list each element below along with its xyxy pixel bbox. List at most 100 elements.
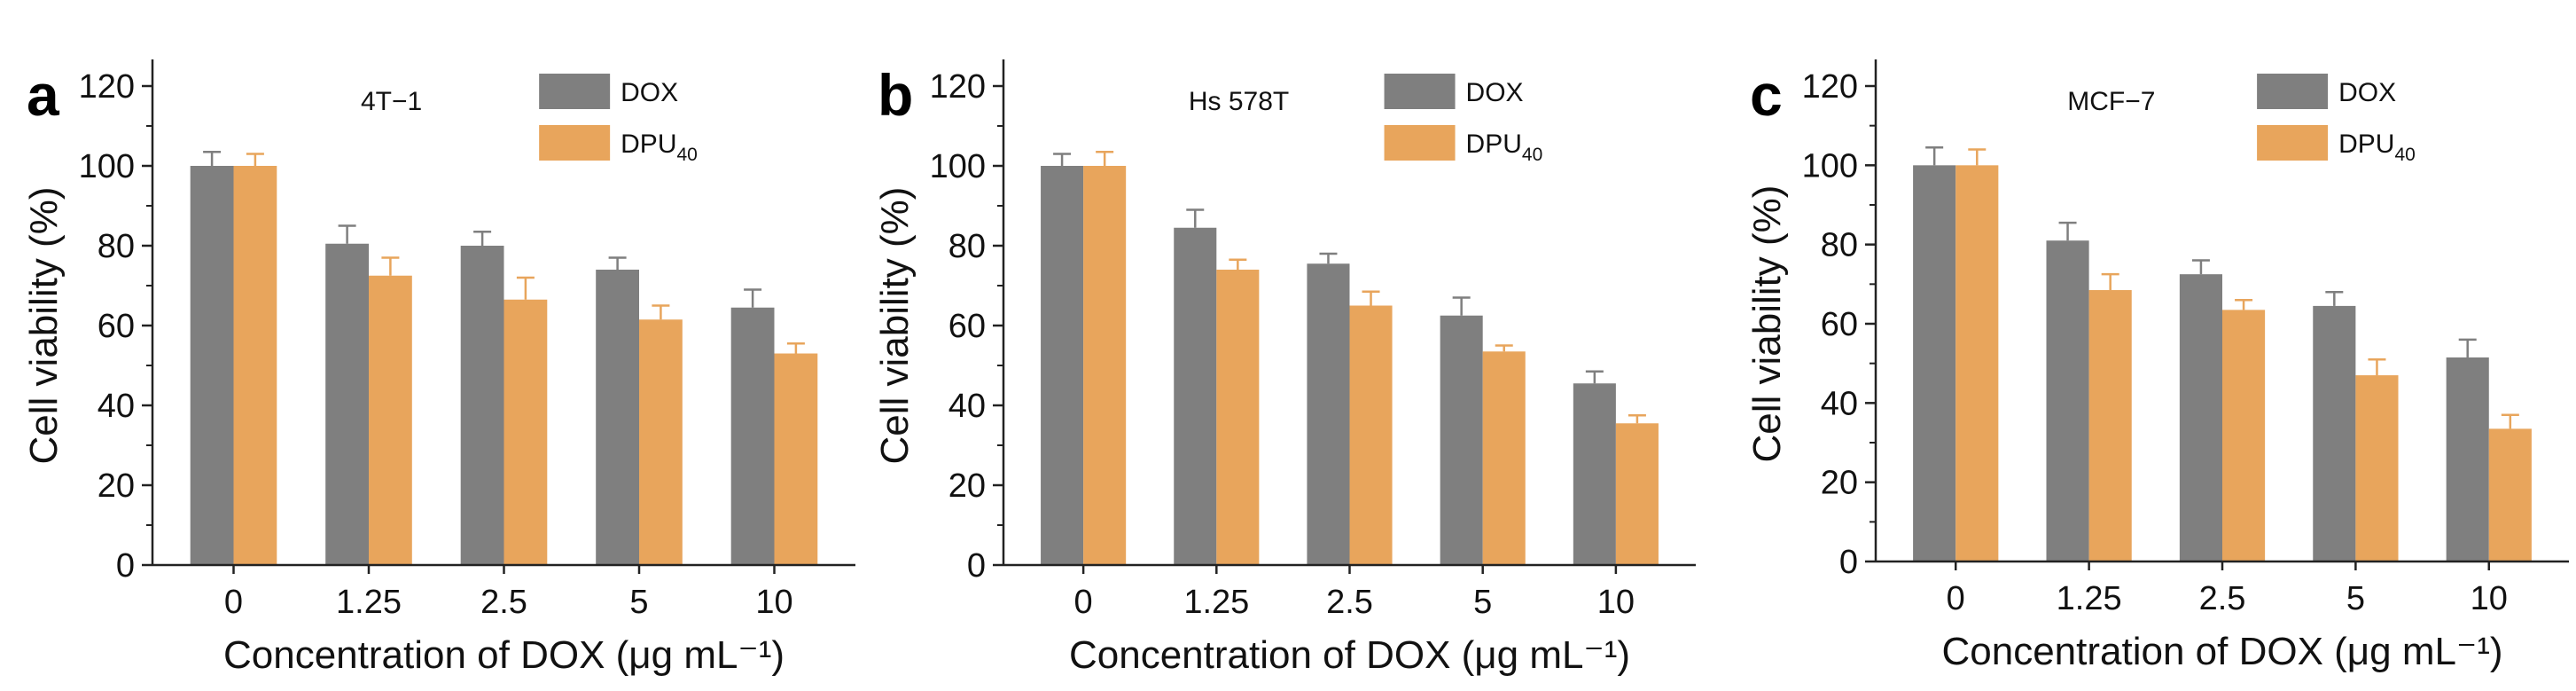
y-tick-label: 60: [98, 308, 135, 345]
legend-label-dox: DOX: [621, 78, 678, 107]
bar-dox-1: [325, 243, 369, 565]
bar-dpu40-4: [774, 353, 818, 565]
legend-label-base: DPU: [1466, 130, 1522, 159]
bar-dpu40-3: [2355, 375, 2399, 561]
bar-dpu40-4: [1615, 423, 1659, 565]
bar-dpu40-0: [1955, 165, 1999, 562]
x-tick-label: 2.5: [1326, 584, 1373, 621]
y-tick-label: 80: [948, 228, 986, 265]
bar-dox-0: [1041, 166, 1084, 565]
bar-dpu40-3: [1482, 351, 1526, 565]
y-tick-label: 120: [79, 68, 135, 106]
bar-dpu40-3: [639, 319, 683, 565]
legend-label-subscript: 40: [676, 145, 697, 165]
y-tick-label: 0: [1839, 544, 1858, 581]
y-tick-label: 100: [79, 148, 135, 185]
y-axis-title: Cell viability (%): [1745, 185, 1789, 463]
legend-label-base: DPU: [2338, 130, 2394, 159]
y-tick-label: 0: [967, 547, 986, 585]
bar-dox-4: [2446, 357, 2489, 561]
y-tick-label: 120: [930, 68, 986, 106]
y-tick-label: 60: [1821, 306, 1858, 343]
bar-dox-3: [1440, 315, 1483, 565]
bar-dpu40-1: [1216, 270, 1260, 565]
bar-dpu40-4: [2488, 428, 2532, 561]
y-tick-label: 0: [116, 547, 135, 585]
x-tick-label: 0: [1947, 580, 1965, 617]
bar-dox-1: [2046, 240, 2089, 561]
legend-swatch-dpu40: [539, 125, 611, 161]
legend-label-dpu40: DPU40: [2338, 130, 2416, 165]
bar-dox-0: [190, 166, 234, 565]
cell-line-title: 4T−1: [361, 87, 422, 116]
x-tick-label: 0: [1074, 584, 1093, 621]
bar-dpu40-1: [2088, 290, 2132, 561]
x-tick-label: 5: [1473, 584, 1492, 621]
x-tick-label: 5: [629, 584, 648, 621]
y-axis-title: Cell viability (%): [873, 187, 917, 465]
legend-label-dox: DOX: [2338, 78, 2396, 107]
bar-dox-4: [1573, 383, 1616, 565]
x-tick-label: 1.25: [1183, 584, 1249, 621]
bar-dpu40-0: [1083, 166, 1127, 565]
y-tick-label: 40: [1821, 385, 1858, 422]
bar-dox-3: [596, 270, 639, 565]
y-tick-label: 20: [948, 467, 986, 505]
y-tick-label: 20: [1821, 465, 1858, 502]
panel-letter: b: [878, 62, 913, 128]
legend-label-subscript: 40: [1522, 145, 1542, 165]
x-axis-title: Concentration of DOX (μg mL⁻¹): [1941, 630, 2502, 673]
legend-swatch-dox: [539, 74, 611, 109]
legend-label-base: DOX: [2338, 78, 2396, 107]
x-tick-label: 1.25: [336, 584, 402, 621]
y-tick-label: 100: [930, 148, 986, 185]
x-tick-label: 5: [2346, 580, 2365, 617]
legend-swatch-dox: [1384, 74, 1456, 109]
legend-label-base: DOX: [621, 78, 678, 107]
bar-dpu40-0: [233, 166, 277, 565]
y-tick-label: 80: [98, 228, 135, 265]
bar-dox-2: [460, 246, 504, 565]
bar-dpu40-1: [369, 275, 412, 565]
y-tick-label: 40: [98, 388, 135, 425]
x-tick-label: 2.5: [2199, 580, 2246, 617]
x-tick-label: 2.5: [480, 584, 527, 621]
legend-label-subscript: 40: [2394, 145, 2415, 165]
panel-letter: a: [27, 62, 60, 128]
bar-dox-2: [2179, 274, 2222, 561]
x-axis-title: Concentration of DOX (μg mL⁻¹): [1069, 633, 1630, 677]
legend-swatch-dpu40: [2257, 125, 2329, 161]
x-tick-label: 0: [224, 584, 243, 621]
y-tick-label: 80: [1821, 227, 1858, 264]
bar-dpu40-2: [503, 299, 548, 565]
bar-dox-4: [730, 307, 775, 565]
bar-dox-1: [1174, 227, 1217, 565]
panel-letter: c: [1750, 62, 1783, 128]
cell-line-title: Hs 578T: [1189, 87, 1289, 116]
y-tick-label: 20: [98, 467, 135, 505]
cell-line-title: MCF−7: [2067, 87, 2155, 116]
y-axis-title: Cell viability (%): [22, 187, 66, 465]
y-tick-label: 120: [1802, 68, 1858, 106]
legend-label-dpu40: DPU40: [1466, 130, 1543, 165]
legend-label-base: DPU: [621, 130, 676, 159]
y-tick-label: 100: [1802, 147, 1858, 185]
bar-dpu40-2: [1349, 305, 1393, 565]
bar-dpu40-2: [2222, 310, 2266, 561]
legend-swatch-dpu40: [1384, 125, 1456, 161]
bar-dox-3: [2313, 305, 2356, 561]
x-tick-label: 10: [2471, 580, 2508, 617]
y-tick-label: 60: [948, 308, 986, 345]
legend-label-dox: DOX: [1466, 78, 1524, 107]
x-axis-title: Concentration of DOX (μg mL⁻¹): [223, 633, 785, 677]
y-tick-label: 40: [948, 388, 986, 425]
bar-dox-0: [1913, 165, 1956, 562]
x-tick-label: 10: [1597, 584, 1635, 621]
x-tick-label: 10: [755, 584, 792, 621]
legend-label-dpu40: DPU40: [621, 130, 698, 165]
x-tick-label: 1.25: [2057, 580, 2122, 617]
